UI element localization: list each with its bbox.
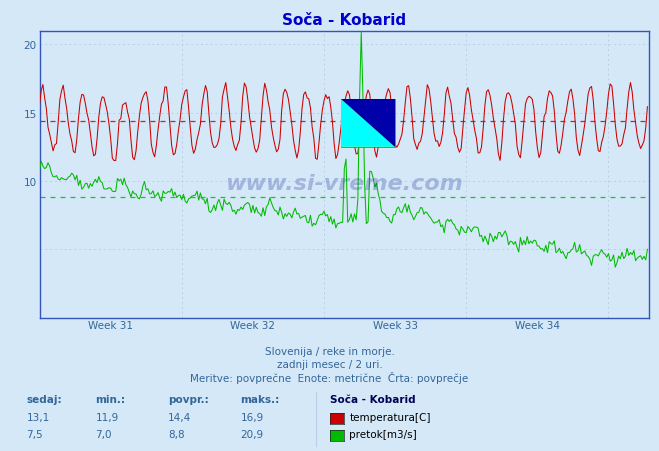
Text: 7,5: 7,5 bbox=[26, 429, 43, 439]
Text: 13,1: 13,1 bbox=[26, 412, 49, 422]
Text: Soča - Kobarid: Soča - Kobarid bbox=[330, 394, 415, 404]
Text: pretok[m3/s]: pretok[m3/s] bbox=[349, 429, 417, 439]
Text: zadnji mesec / 2 uri.: zadnji mesec / 2 uri. bbox=[277, 359, 382, 369]
Bar bbox=[341, 100, 395, 147]
Polygon shape bbox=[341, 100, 395, 147]
Text: 8,8: 8,8 bbox=[168, 429, 185, 439]
Text: min.:: min.: bbox=[96, 394, 126, 404]
Text: sedaj:: sedaj: bbox=[26, 394, 62, 404]
Text: Slovenija / reke in morje.: Slovenija / reke in morje. bbox=[264, 346, 395, 356]
Text: 14,4: 14,4 bbox=[168, 412, 191, 422]
Polygon shape bbox=[341, 100, 395, 147]
Text: Meritve: povprečne  Enote: metrične  Črta: povprečje: Meritve: povprečne Enote: metrične Črta:… bbox=[190, 371, 469, 383]
Text: maks.:: maks.: bbox=[241, 394, 280, 404]
Text: temperatura[C]: temperatura[C] bbox=[349, 412, 431, 422]
Text: 20,9: 20,9 bbox=[241, 429, 264, 439]
Text: www.si-vreme.com: www.si-vreme.com bbox=[225, 173, 463, 193]
Text: 7,0: 7,0 bbox=[96, 429, 112, 439]
Title: Soča - Kobarid: Soča - Kobarid bbox=[282, 13, 407, 28]
Text: 11,9: 11,9 bbox=[96, 412, 119, 422]
Text: povpr.:: povpr.: bbox=[168, 394, 209, 404]
Text: 16,9: 16,9 bbox=[241, 412, 264, 422]
